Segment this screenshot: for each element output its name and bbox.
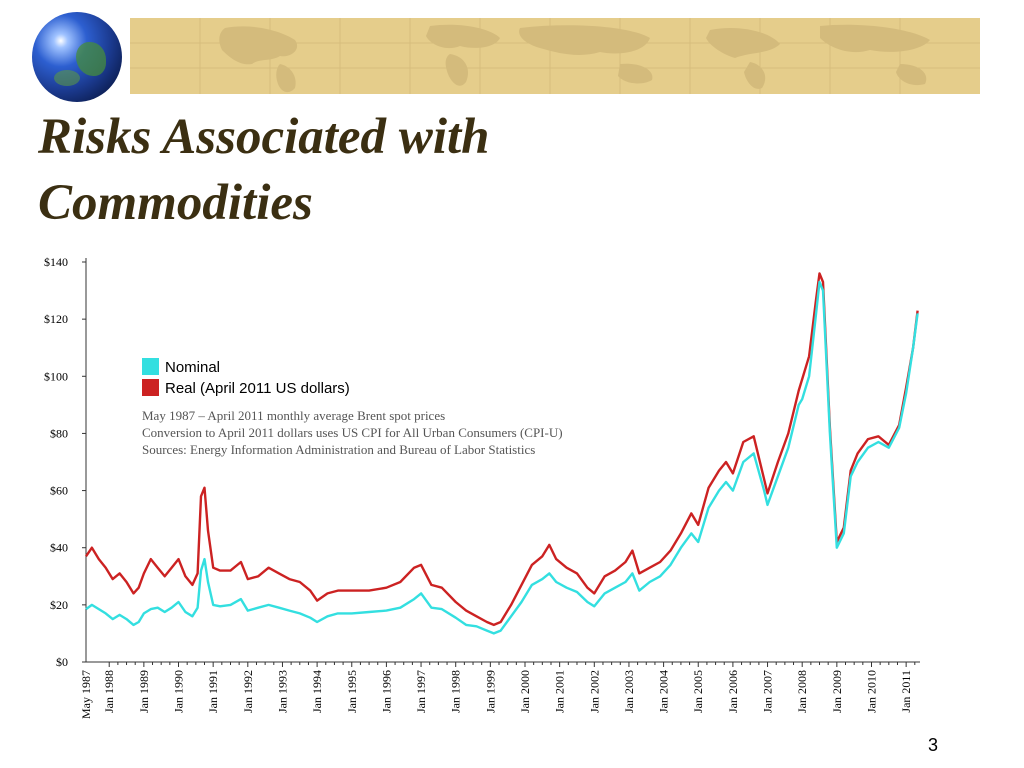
y-tick-label: $80 bbox=[50, 426, 68, 440]
slide-title-line-2: Commodities bbox=[38, 175, 313, 231]
x-tick-label: Jan 2004 bbox=[657, 670, 671, 713]
x-tick-label: Jan 1999 bbox=[483, 670, 497, 713]
legend-swatch bbox=[142, 379, 159, 396]
x-tick-label: Jan 2008 bbox=[795, 670, 809, 713]
x-tick-label: Jan 2007 bbox=[761, 670, 775, 713]
x-tick-label: Jan 1996 bbox=[379, 670, 393, 713]
legend-swatch bbox=[142, 358, 159, 375]
x-tick-label: Jan 2005 bbox=[691, 670, 705, 713]
x-tick-label: May 1987 bbox=[79, 670, 93, 719]
x-tick-label: Jan 2002 bbox=[587, 670, 601, 713]
x-tick-label: Jan 2000 bbox=[518, 670, 532, 713]
y-tick-label: $0 bbox=[56, 655, 68, 669]
x-tick-label: Jan 2006 bbox=[726, 670, 740, 713]
y-tick-label: $20 bbox=[50, 598, 68, 612]
oil-price-chart: $0 $20 $40 $60 $80 $100 $120 $140 May 1987 Jan 1… bbox=[44, 255, 920, 719]
x-tick-label: Jan 1997 bbox=[414, 670, 428, 713]
page-number: 3 bbox=[927, 735, 938, 755]
world-map-banner bbox=[130, 18, 980, 94]
x-tick-label: Jan 2010 bbox=[864, 670, 878, 713]
chart-note: May 1987 – April 2011 monthly average Br… bbox=[142, 408, 445, 423]
x-tick-label: Jan 1991 bbox=[206, 670, 220, 713]
chart-note: Conversion to April 2011 dollars uses US… bbox=[142, 425, 563, 440]
x-tick-label: Jan 1995 bbox=[345, 670, 359, 713]
x-tick-label: Jan 1988 bbox=[102, 670, 116, 713]
series-real-line bbox=[85, 272, 919, 627]
slide-title-line-1: Risks Associated with bbox=[38, 109, 490, 165]
chart-note: Sources: Energy Information Administrati… bbox=[142, 442, 535, 457]
x-tick-label: Jan 1998 bbox=[449, 670, 463, 713]
x-tick-label: Jan 2011 bbox=[899, 670, 913, 713]
legend: Nominal Real (April 2011 US dollars) bbox=[142, 358, 350, 397]
legend-label: Nominal bbox=[165, 359, 220, 376]
y-tick-label: $120 bbox=[44, 312, 68, 326]
x-tick-label: Jan 2003 bbox=[622, 670, 636, 713]
series-nominal-line bbox=[85, 280, 919, 635]
x-axis: May 1987 Jan 1988 Jan 1989 Jan 1990 Jan 1991… bbox=[79, 661, 920, 719]
x-tick-label: Jan 1990 bbox=[172, 670, 186, 713]
globe-logo bbox=[32, 12, 122, 102]
y-tick-label: $140 bbox=[44, 255, 68, 269]
y-axis: $0 $20 $40 $60 $80 $100 $120 $140 bbox=[44, 255, 87, 669]
y-tick-label: $100 bbox=[44, 369, 68, 383]
y-tick-label: $40 bbox=[50, 541, 68, 555]
world-map-icon bbox=[130, 18, 980, 94]
series-lines bbox=[85, 272, 919, 635]
x-tick-label: Jan 2001 bbox=[553, 670, 567, 713]
x-tick-label: Jan 1992 bbox=[241, 670, 255, 713]
x-tick-label: Jan 1994 bbox=[310, 670, 324, 713]
legend-label: Real (April 2011 US dollars) bbox=[165, 380, 350, 397]
x-tick-label: Jan 1993 bbox=[275, 670, 289, 713]
x-tick-label: Jan 2009 bbox=[830, 670, 844, 713]
y-tick-label: $60 bbox=[50, 484, 68, 498]
globe-landmass bbox=[54, 70, 80, 86]
chart-notes: May 1987 – April 2011 monthly average Br… bbox=[142, 408, 563, 457]
globe-landmass bbox=[76, 42, 106, 76]
slide-title: Risks Associated with Commodities bbox=[38, 104, 490, 236]
x-tick-label: Jan 1989 bbox=[137, 670, 151, 713]
